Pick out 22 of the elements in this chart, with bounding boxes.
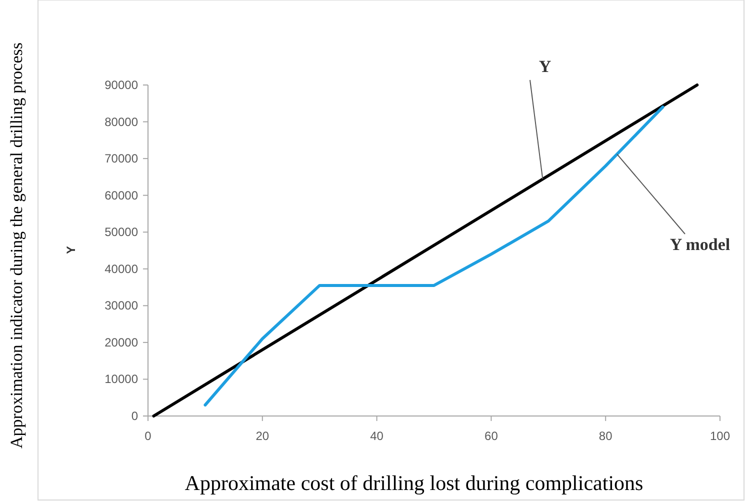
y-tick-label: 10000 [104, 372, 138, 386]
x-tick-label: 100 [710, 429, 730, 443]
text: Y [538, 57, 552, 76]
x-tick-label: 60 [484, 429, 498, 443]
line-series [204, 106, 664, 406]
y-tick-label: 0 [131, 409, 138, 423]
x-tick-label: 20 [256, 429, 270, 443]
x-tick-label: 40 [370, 429, 384, 443]
y-tick-label: 70000 [104, 152, 138, 166]
y-tick-label: 20000 [104, 335, 138, 350]
x-tick-label: 80 [598, 429, 613, 443]
y-tick-label: 40000 [104, 262, 138, 276]
y-tick-label: 80000 [104, 114, 138, 129]
y-axis-title: Approximation indicator during the general drilling process [7, 42, 26, 449]
y-tick-label: 30000 [104, 298, 138, 313]
x-tick-label: 0 [144, 429, 152, 443]
text: Y [64, 246, 78, 254]
y-tick-label: 60000 [104, 188, 138, 202]
text: Y model [670, 235, 730, 254]
y-tick-label: 50000 [104, 225, 138, 240]
y-tick-label: 90000 [104, 78, 138, 92]
x-axis-title: Approximate cost of drilling lost during complications [184, 471, 644, 495]
